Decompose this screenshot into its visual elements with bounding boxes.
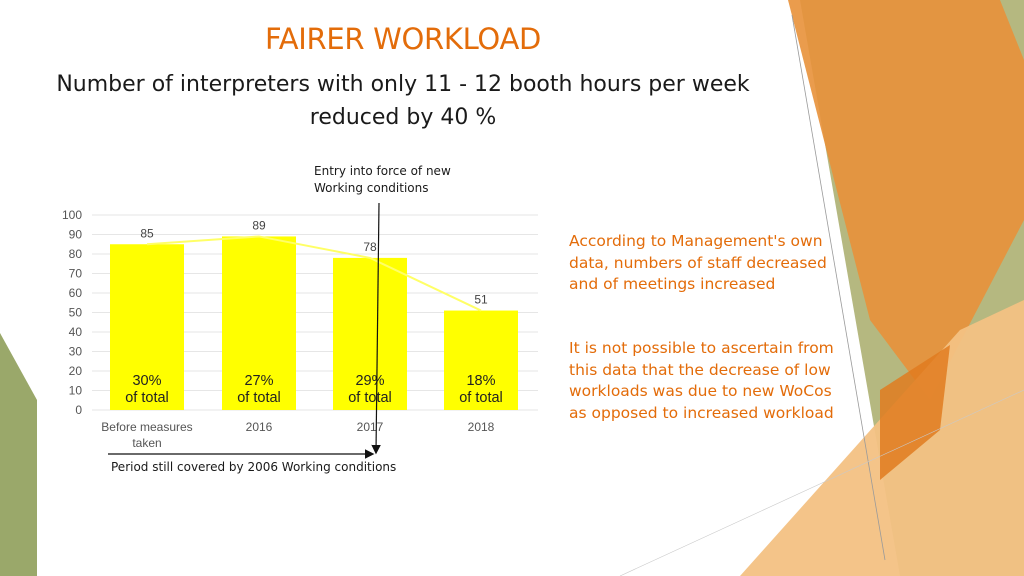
y-tick-label: 40 [69, 325, 83, 339]
trend-line [146, 235, 482, 312]
value-label: 85 [140, 226, 154, 240]
arrow-entry-into-force [371, 202, 381, 455]
side-text-management-data: According to Management's own data, numb… [569, 232, 827, 293]
annotation-new-working-conditions: Entry into force of new Working conditio… [314, 164, 451, 195]
deco-orange-top [788, 0, 1024, 400]
value-label: 89 [252, 218, 266, 232]
bar-share-label: 30% of total [125, 373, 169, 406]
y-tick-label: 90 [69, 228, 83, 242]
annotation-period-2006: Period still covered by 2006 Working con… [111, 460, 397, 474]
y-tick-label: 100 [62, 208, 82, 222]
x-tick-label: 2016 [246, 420, 273, 434]
bar [333, 257, 407, 410]
deco-line [791, 14, 886, 561]
bar [444, 310, 518, 410]
x-tick-label: 2018 [468, 420, 495, 434]
y-tick-label: 60 [69, 286, 83, 300]
y-tick-label: 70 [69, 267, 83, 281]
y-tick-label: 30 [69, 345, 83, 359]
y-tick-label: 50 [69, 306, 83, 320]
bar-share-label: 18% of total [459, 373, 503, 406]
x-tick-label: Before measures taken [101, 420, 192, 450]
bar [222, 236, 296, 410]
value-label: 51 [474, 293, 488, 307]
value-label: 78 [363, 240, 377, 254]
side-text-caveat: It is not possible to ascertain from thi… [569, 339, 834, 422]
slide-title: FAIRER WORKLOAD [264, 22, 542, 56]
y-tick-label: 10 [69, 384, 83, 398]
bar-share-label: 27% of total [237, 373, 281, 406]
y-tick-label: 20 [69, 364, 83, 378]
bar [110, 244, 184, 410]
deco-olive-left [0, 333, 37, 576]
deco-orange-strip [880, 345, 950, 480]
x-tick-label: 2017 [357, 420, 384, 434]
slide-subtitle: Number of interpreters with only 11 - 12… [56, 72, 750, 130]
y-tick-label: 80 [69, 247, 83, 261]
y-tick-label: 0 [75, 403, 82, 417]
deco-line-2 [619, 389, 1024, 576]
